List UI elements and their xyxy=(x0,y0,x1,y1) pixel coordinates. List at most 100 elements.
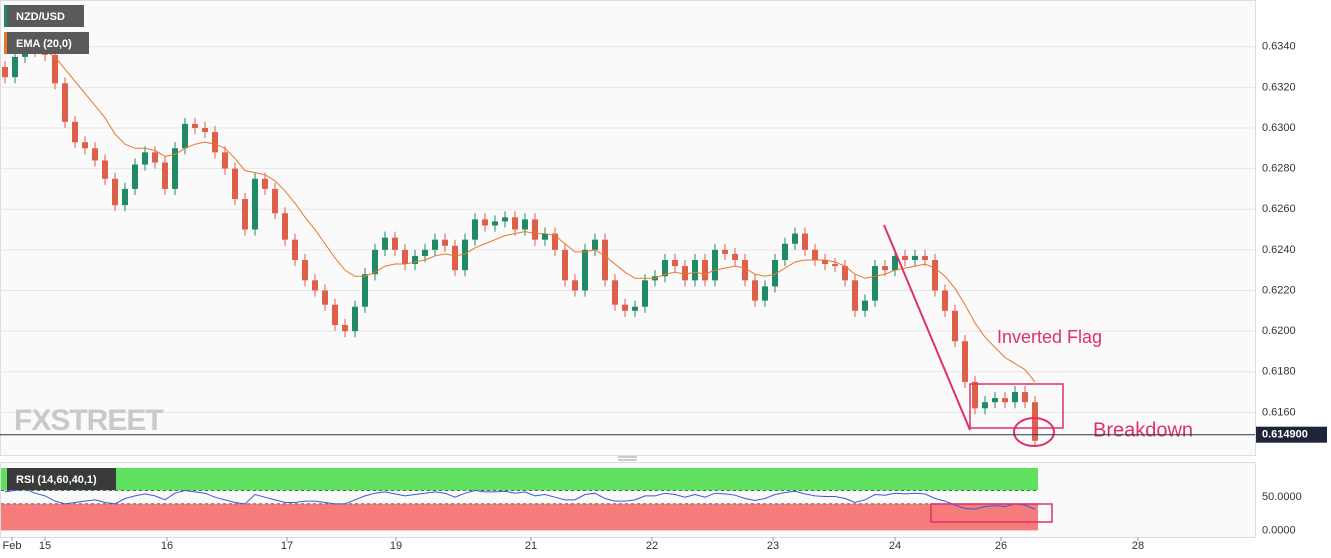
candle-body xyxy=(112,178,118,206)
candle-body xyxy=(782,243,788,260)
candle-body xyxy=(1022,392,1028,403)
x-tick-label: 26 xyxy=(995,540,1007,552)
y-tick-label: 0.6260 xyxy=(1262,203,1296,215)
candle-body xyxy=(852,280,858,311)
candle-body xyxy=(962,341,968,382)
candle-body xyxy=(732,253,738,260)
candle-body xyxy=(412,255,418,265)
candle-body xyxy=(572,280,578,291)
candle-body xyxy=(482,219,488,226)
candle-body xyxy=(302,260,308,281)
overlay: 0.6160 0.6180 0.6200 0.6220 0.6240 0.6260 0.62… xyxy=(0,41,1327,552)
candle-body xyxy=(712,249,718,281)
candle-body xyxy=(222,152,228,169)
annotation: Inverted Flag xyxy=(997,327,1102,347)
candle-body xyxy=(292,239,298,260)
candle-body xyxy=(752,280,758,301)
candle-body xyxy=(772,260,778,287)
y-tick-label: 0.6300 xyxy=(1262,122,1296,134)
candle-body xyxy=(432,239,438,250)
candle-body xyxy=(232,168,238,200)
ema-line xyxy=(44,50,1036,383)
candle-body xyxy=(252,178,258,230)
last-price-tag xyxy=(1256,426,1327,443)
candle-body xyxy=(972,381,978,409)
candle-body xyxy=(272,188,278,214)
candle-body xyxy=(812,249,818,260)
candle-body xyxy=(792,233,798,244)
candle-body xyxy=(602,239,608,281)
legend-box xyxy=(4,5,84,27)
candle-body xyxy=(702,260,708,281)
candle-body xyxy=(202,127,208,133)
candle-body xyxy=(912,255,918,260)
y-tick-label: 0.6240 xyxy=(1262,244,1296,256)
breakdown-circle xyxy=(1013,417,1055,447)
candle-body xyxy=(522,219,528,230)
candle-body xyxy=(262,178,268,189)
annotation: Breakdown xyxy=(1093,419,1193,441)
candle-body xyxy=(442,239,448,246)
candle-body xyxy=(562,249,568,281)
legend-swatch xyxy=(4,5,7,27)
x-tick-label: 19 xyxy=(390,540,402,552)
candle-body xyxy=(862,300,868,311)
x-tick-label: 28 xyxy=(1132,540,1144,552)
candle-body xyxy=(492,221,498,226)
candle-body xyxy=(592,239,598,250)
candle-body xyxy=(902,255,908,260)
candle-body xyxy=(362,274,368,307)
x-tick-label: 17 xyxy=(281,540,293,552)
candle-body xyxy=(542,233,548,240)
candle-body xyxy=(282,213,288,240)
y-tick-label: 0.6280 xyxy=(1262,163,1296,175)
candle-body xyxy=(62,83,68,122)
candle-body xyxy=(672,260,678,267)
x-tick-label: 23 xyxy=(767,540,779,552)
x-tick-label: 16 xyxy=(161,540,173,552)
x-tick-label: Feb xyxy=(3,540,22,552)
candle-body xyxy=(1002,398,1008,403)
rsi-box xyxy=(930,503,1053,523)
candle-body xyxy=(612,280,618,305)
candle-body xyxy=(472,219,478,240)
candle-body xyxy=(402,249,408,265)
x-tick-label: 21 xyxy=(525,540,537,552)
candle-body xyxy=(532,219,538,240)
legend-swatch xyxy=(4,468,7,490)
candle-body xyxy=(682,266,688,281)
candle-body xyxy=(312,280,318,291)
candle-body xyxy=(502,217,508,222)
y-tick-label: 0.6200 xyxy=(1262,325,1296,337)
candle-body xyxy=(452,245,458,271)
candle-body xyxy=(212,132,218,153)
candle-body xyxy=(162,162,168,189)
candle-body xyxy=(552,233,558,250)
candle-body xyxy=(382,237,388,250)
candle-body xyxy=(322,290,328,305)
y-tick-label: 0.6220 xyxy=(1262,284,1296,296)
candle-body xyxy=(952,310,958,342)
watermark: FXSTREET xyxy=(14,404,163,437)
y-tick-label: 0.0000 xyxy=(1262,524,1296,536)
rsi-upper-zone xyxy=(1,468,1038,491)
candle-body xyxy=(982,402,988,409)
rsi-lower-zone xyxy=(1,503,1038,531)
candle-body xyxy=(892,255,898,271)
candle-body xyxy=(392,237,398,250)
legend-box xyxy=(4,32,89,54)
candle-body xyxy=(182,123,188,149)
rsi-title: RSI (14,60,40,1) xyxy=(16,474,97,486)
marks xyxy=(2,36,1038,510)
candle-body xyxy=(2,67,8,78)
y-tick-label: 0.6180 xyxy=(1262,366,1296,378)
candle-body xyxy=(172,148,178,189)
candle-body xyxy=(942,290,948,311)
y-tick-label: 0.6160 xyxy=(1262,406,1296,418)
flagpole xyxy=(883,224,971,431)
candle-body xyxy=(462,239,468,271)
candle-body xyxy=(342,325,348,332)
candle-body xyxy=(842,266,848,281)
